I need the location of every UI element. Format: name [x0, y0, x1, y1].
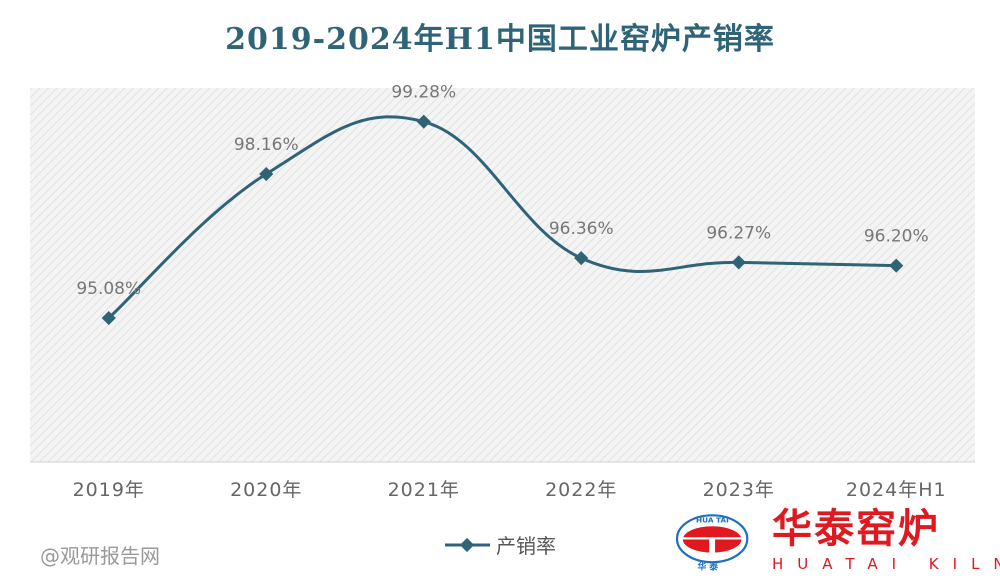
huatai-logo: HUA TAI 华 泰: [655, 508, 770, 579]
data-label: 95.08%: [76, 279, 141, 299]
x-tick-label: 2021年: [388, 479, 460, 501]
data-label: 96.20%: [864, 227, 929, 247]
data-label: 96.36%: [549, 219, 614, 239]
legend-label: 产销率: [496, 534, 556, 558]
data-label: 96.27%: [706, 223, 771, 243]
data-point: [259, 166, 274, 182]
x-tick-label: 2020年: [230, 479, 302, 501]
plot-area: [30, 88, 975, 462]
chart-title: 2019-2024年H1中国工业窑炉产销率: [225, 22, 775, 57]
brand-name-en: HUATAI KILN: [772, 555, 1000, 573]
x-tick-label: 2024年H1: [846, 479, 947, 501]
brand-name: 华泰窑炉: [772, 506, 940, 552]
data-label: 99.28%: [391, 83, 456, 103]
svg-text:HUA TAI: HUA TAI: [696, 516, 729, 525]
svg-text:华 泰: 华 泰: [697, 560, 718, 572]
data-point: [731, 255, 746, 270]
legend: 产销率: [445, 534, 556, 558]
huatai-logo-icon: HUA TAI 华 泰: [675, 514, 749, 572]
data-point: [101, 310, 116, 326]
x-tick-label: 2019年: [73, 479, 145, 501]
data-point: [574, 251, 589, 266]
source-watermark: @观研报告网: [40, 544, 160, 568]
x-tick-label: 2022年: [545, 479, 617, 501]
data-point: [416, 114, 431, 129]
data-label: 98.16%: [234, 135, 299, 155]
x-tick-label: 2023年: [703, 479, 775, 501]
data-point: [889, 258, 904, 273]
